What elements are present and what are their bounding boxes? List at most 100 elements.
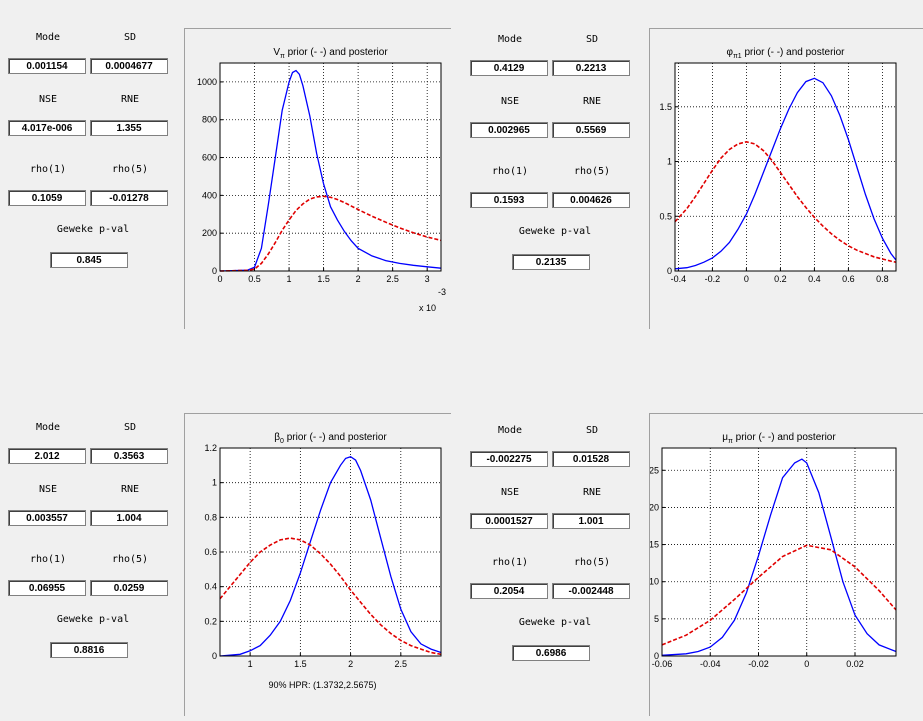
rho5-label: rho(5) <box>111 164 149 175</box>
x-tick-label: 0 <box>744 274 749 284</box>
sd-label: SD <box>123 422 137 433</box>
sd-label: SD <box>123 32 137 43</box>
rho5-label: rho(5) <box>111 554 149 565</box>
plot-frame <box>219 62 442 272</box>
sd-field[interactable]: 0.2213 <box>552 60 630 76</box>
x-tick-label: 0 <box>804 659 809 669</box>
x-tick-label: -0.04 <box>700 659 721 669</box>
y-tick-label: 10 <box>650 577 659 587</box>
y-tick-label: 0.6 <box>204 547 217 557</box>
rne-label: RNE <box>582 487 602 498</box>
x-tick-label: 0.5 <box>248 274 261 284</box>
nse-field[interactable]: 0.002965 <box>470 122 548 138</box>
prior-line <box>661 544 897 646</box>
y-tick-label: 0 <box>667 266 672 276</box>
prior-line <box>219 195 442 272</box>
nse-field[interactable]: 0.0001527 <box>470 513 548 529</box>
chart-panel-4: -0.06 -0.04 -0.02 0 0.02 0 5 10 15 20 25 μπ prior (… <box>649 413 923 716</box>
rho1-field[interactable]: 0.1593 <box>470 192 548 208</box>
geweke-label: Geweke p-val <box>518 617 592 628</box>
y-tick-label: 0 <box>212 266 217 276</box>
y-tick-label: 1.2 <box>204 443 217 453</box>
hpr-footer: 90% HPR: (1.3732,2.5675) <box>268 680 376 690</box>
nse-label: NSE <box>38 484 58 495</box>
rho1-field[interactable]: 0.1059 <box>8 190 86 206</box>
stats-block-1: Mode 0.001154 SD 0.0004677 NSE 4.017e-006 RNE 1… <box>8 32 178 272</box>
chart-title: β0 prior (- -) and posterior <box>274 432 387 445</box>
rho5-field[interactable]: 0.0259 <box>90 580 168 596</box>
rho1-label: rho(1) <box>491 557 529 568</box>
rne-field[interactable]: 1.355 <box>90 120 168 136</box>
x-tick-label: 2.5 <box>386 274 399 284</box>
y-tick-label: 200 <box>202 228 217 238</box>
x-tick-label: 1 <box>248 659 253 669</box>
rho5-field[interactable]: -0.01278 <box>90 190 168 206</box>
rho5-field[interactable]: -0.002448 <box>552 583 630 599</box>
x-tick-label: -0.2 <box>705 274 721 284</box>
sd-field[interactable]: 0.0004677 <box>90 58 168 74</box>
y-tick-label: 5 <box>654 614 659 624</box>
x-tick-label: -0.4 <box>671 274 687 284</box>
y-tick-label: 25 <box>650 465 659 475</box>
nse-field[interactable]: 0.003557 <box>8 510 86 526</box>
geweke-label: Geweke p-val <box>56 614 130 625</box>
rne-field[interactable]: 1.001 <box>552 513 630 529</box>
x-tick-label: 0.4 <box>808 274 821 284</box>
rne-field[interactable]: 0.5569 <box>552 122 630 138</box>
title-subscript: π1 <box>733 53 742 60</box>
x-tick-label: 0.2 <box>774 274 787 284</box>
chart-title: μπ prior (- -) and posterior <box>722 432 836 445</box>
title-symbol: β <box>274 432 280 443</box>
x-tick-label: 2 <box>356 274 361 284</box>
rne-label: RNE <box>120 94 140 105</box>
stats-block-3: Mode 2.012 SD 0.3563 NSE 0.003557 RNE 1.004 rho(… <box>8 422 178 662</box>
mode-field[interactable]: -0.002275 <box>470 451 548 467</box>
rne-field[interactable]: 1.004 <box>90 510 168 526</box>
prior-line <box>674 140 897 263</box>
rho5-field[interactable]: 0.004626 <box>552 192 630 208</box>
x-tick-label: 2 <box>348 659 353 669</box>
x-tick-label: 0.02 <box>846 659 864 669</box>
chart-title: φπ1 prior (- -) and posterior <box>726 47 845 60</box>
mode-field[interactable]: 2.012 <box>8 448 86 464</box>
sd-field[interactable]: 0.01528 <box>552 451 630 467</box>
title-rest: prior (- -) and posterior <box>733 432 836 443</box>
rho5-label: rho(5) <box>573 166 611 177</box>
nse-label: NSE <box>500 96 520 107</box>
y-tick-label: 0 <box>654 651 659 661</box>
nse-label: NSE <box>38 94 58 105</box>
geweke-field[interactable]: 0.8816 <box>50 642 128 658</box>
geweke-field[interactable]: 0.6986 <box>512 645 590 661</box>
sd-field[interactable]: 0.3563 <box>90 448 168 464</box>
y-tick-label: 0.4 <box>204 582 217 592</box>
rho1-field[interactable]: 0.06955 <box>8 580 86 596</box>
mode-field[interactable]: 0.4129 <box>470 60 548 76</box>
y-tick-label: 1.5 <box>659 102 672 112</box>
density-plot: 1 1.5 2 2.500.20.40.60.811.2β0 prior (- -) … <box>204 432 442 690</box>
posterior-line <box>674 77 897 270</box>
mode-label: Mode <box>497 34 523 45</box>
plot-area <box>220 63 441 271</box>
posterior-line <box>661 458 897 656</box>
plot-area <box>662 448 896 656</box>
geweke-field[interactable]: 0.2135 <box>512 254 590 270</box>
chart-panel-1: 0 0.5 1 1.5 2 2.5 3 0 200 400 600 800 1000 Vπ prior (… <box>184 28 451 329</box>
y-tick-label: 0.8 <box>204 512 217 522</box>
stats-block-2: Mode 0.4129 SD 0.2213 NSE 0.002965 RNE 0.5569 rh… <box>470 34 640 274</box>
nse-label: NSE <box>500 487 520 498</box>
density-plot: 0 0.5 1 1.5 2 2.5 3 0 200 400 600 800 1000 Vπ prior (… <box>197 47 446 313</box>
nse-field[interactable]: 4.017e-006 <box>8 120 86 136</box>
mode-field[interactable]: 0.001154 <box>8 58 86 74</box>
y-tick-label: 800 <box>202 115 217 125</box>
x-tick-label: 0.8 <box>876 274 889 284</box>
title-subscript: 0 <box>280 438 284 445</box>
x-tick-label: 3 <box>425 274 430 284</box>
rne-label: RNE <box>120 484 140 495</box>
title-symbol: φ <box>726 47 733 58</box>
x-tick-label: 2.5 <box>395 659 408 669</box>
geweke-label: Geweke p-val <box>518 226 592 237</box>
x-exponent-base: x 10 <box>419 303 436 313</box>
rho1-field[interactable]: 0.2054 <box>470 583 548 599</box>
geweke-field[interactable]: 0.845 <box>50 252 128 268</box>
posterior-line <box>219 455 442 657</box>
